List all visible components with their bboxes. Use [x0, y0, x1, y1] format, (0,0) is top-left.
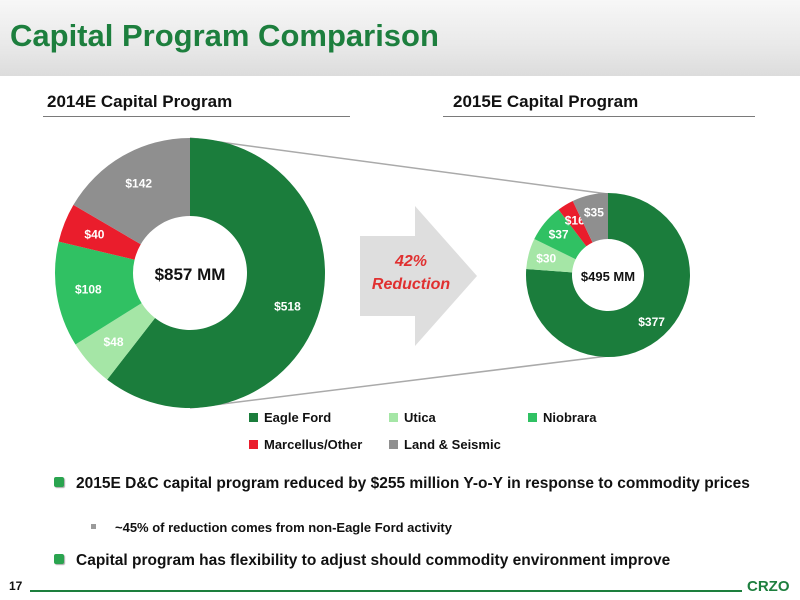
data-label-marcellus-other: $16 [565, 213, 585, 227]
legend-label: Land & Seismic [404, 437, 501, 452]
arrow-shape [360, 206, 477, 346]
connector-line-top [189, 137, 609, 195]
donut-chart-2014: $518 $48 $108 $40 $142 [54, 138, 326, 408]
header-band [0, 0, 800, 76]
chart-2014-total: $857 MM [155, 265, 226, 284]
legend-swatch [528, 413, 537, 422]
slice-niobrara [54, 241, 142, 345]
data-label-niobrara: $108 [75, 283, 102, 297]
slice-eagle-ford [526, 193, 690, 357]
bullet-marker-1 [54, 477, 64, 487]
slice-eagle-ford [107, 138, 326, 408]
legend-item-niobrara: Niobrara [528, 410, 596, 425]
reduction-arrow: 42% Reduction [360, 206, 477, 346]
slice-marcellus-other [58, 204, 141, 260]
company-logo: CRZO [747, 578, 790, 595]
arrow-percent: 42% [394, 253, 427, 270]
chart-2015-total: $495 MM [581, 269, 635, 284]
data-label-eagle-ford: $518 [274, 299, 301, 313]
legend-swatch [249, 440, 258, 449]
legend-swatch [249, 413, 258, 422]
legend-label: Marcellus/Other [264, 437, 363, 452]
data-label-land-seismic: $35 [584, 206, 604, 220]
sub-bullet-1: ~45% of reduction comes from non-Eagle F… [115, 520, 452, 535]
connector-line-bottom [189, 355, 609, 409]
chart-2015-title: 2015E Capital Program [453, 92, 639, 111]
data-label-eagle-ford: $377 [638, 315, 665, 329]
legend-label: Eagle Ford [264, 410, 332, 425]
legend-label: Niobrara [543, 410, 597, 425]
chart-2015-title-rule [443, 116, 755, 117]
legend-item-land-seismic: Land & Seismic [389, 437, 501, 452]
arrow-label: Reduction [372, 276, 450, 293]
bullet-marker-2 [54, 554, 64, 564]
page-number: 17 [9, 579, 23, 593]
footer-rule [30, 590, 742, 592]
chart-2014-title: 2014E Capital Program [47, 92, 233, 111]
bullet-2: Capital program has flexibility to adjus… [76, 552, 671, 569]
chart-2014-title-rule [43, 116, 350, 117]
legend-item-marcellus-other: Marcellus/Other [249, 437, 362, 452]
data-label-niobrara: $37 [549, 227, 569, 241]
legend-swatch [389, 413, 398, 422]
legend-item-eagle-ford: Eagle Ford [249, 410, 331, 425]
slice-land-seismic [73, 138, 190, 245]
sub-bullet-marker [91, 524, 96, 529]
bullet-1: 2015E D&C capital program reduced by $25… [76, 475, 750, 492]
data-label-land-seismic: $142 [125, 177, 152, 191]
donut-chart-2015: $377 $30 $37$16$35 [526, 193, 690, 357]
slice-niobrara [534, 209, 587, 260]
data-label-utica: $48 [104, 335, 124, 349]
legend-swatch [389, 440, 398, 449]
slice-marcellus-other [558, 200, 593, 247]
data-label-marcellus-other: $40 [84, 228, 104, 242]
slice-utica [75, 303, 156, 380]
slice-utica [526, 239, 576, 273]
data-label-utica: $30 [536, 251, 556, 265]
slice-land-seismic [572, 193, 608, 243]
page-title: Capital Program Comparison [10, 18, 439, 53]
legend-label: Utica [404, 410, 436, 425]
legend-item-utica: Utica [389, 410, 436, 425]
